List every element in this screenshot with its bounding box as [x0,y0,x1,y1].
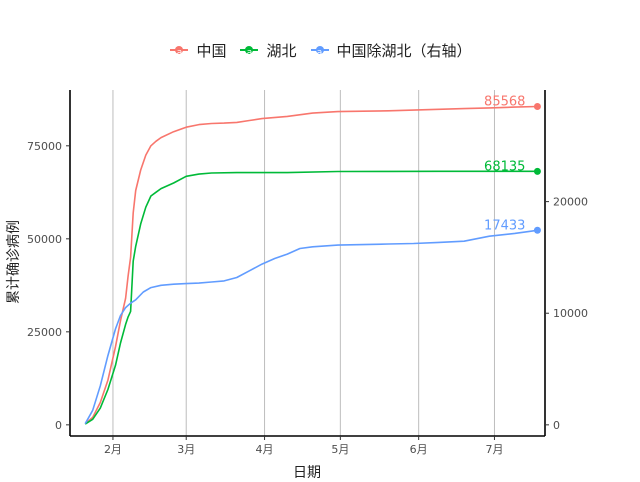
axes: 2月 3月 4月 5月 6月 7月 0 25000 50000 75000 0 10000 20000 [27,90,588,456]
legend-label: 中国除湖北（右轴） [336,41,472,60]
x-tick-label: 2月 [104,443,122,456]
x-tick-label: 4月 [256,443,274,456]
y-axis-title: 累计确诊病例 [6,220,22,304]
legend-item-hubei: a 湖北 [238,40,297,61]
series-layer: 85568 68135 17433 [84,94,541,425]
legend-key-icon: a [238,42,260,58]
x-tick-label: 7月 [485,443,503,456]
series-end-label-2: 17433 [484,218,525,233]
y-left-tick-label: 75000 [27,140,62,153]
legend-label: 湖北 [266,41,297,60]
series-end-point-0 [533,102,541,110]
y-right-tick-label: 0 [553,419,560,432]
x-tick-label: 3月 [177,443,195,456]
legend: a 中国 a 湖北 a 中国除湖北（右轴） [0,38,640,62]
series-end-point-2 [533,226,541,234]
series-end-label-0: 85568 [484,94,525,109]
x-tick-label: 5月 [331,443,349,456]
x-tick-label: 6月 [410,443,428,456]
y-left-tick-label: 0 [55,419,62,432]
series-end-point-1 [533,167,541,175]
y-left-tick-label: 50000 [27,233,62,246]
y-right-tick-label: 20000 [553,196,588,209]
grid-lines [112,90,495,436]
series-end-label-1: 68135 [484,159,525,174]
series-line-2 [84,229,538,425]
series-line-1 [84,170,538,425]
legend-key-icon: a [309,42,331,58]
legend-label: 中国 [196,41,227,60]
legend-item-china: a 中国 [168,40,226,61]
legend-key-icon: a [168,42,190,58]
y-right-tick-label: 10000 [553,307,588,320]
series-line-0 [84,105,538,425]
y-left-tick-label: 25000 [27,326,62,339]
x-axis-title: 日期 [293,465,321,481]
legend-item-china-ex-hubei: a 中国除湖北（右轴） [309,40,472,61]
